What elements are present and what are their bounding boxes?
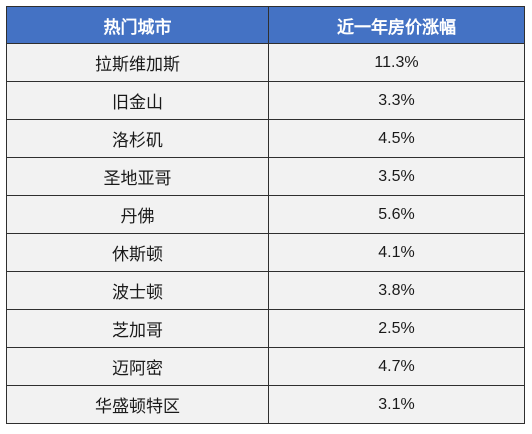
price-change-cell: 4.7%: [268, 347, 525, 386]
table-row: 拉斯维加斯 11.3%: [6, 43, 525, 82]
price-change-cell: 3.1%: [268, 385, 525, 424]
city-cell: 芝加哥: [6, 309, 269, 348]
housing-price-table-container: 热门城市 近一年房价涨幅 拉斯维加斯 11.3% 旧金山 3.3% 洛杉矶 4.…: [6, 6, 525, 424]
column-header-price-change: 近一年房价涨幅: [268, 6, 525, 44]
table-row: 芝加哥 2.5%: [6, 309, 525, 348]
city-cell: 迈阿密: [6, 347, 269, 386]
table-row: 休斯顿 4.1%: [6, 233, 525, 272]
column-header-city: 热门城市: [6, 6, 269, 44]
city-cell: 拉斯维加斯: [6, 43, 269, 82]
city-cell: 洛杉矶: [6, 119, 269, 158]
table-row: 圣地亚哥 3.5%: [6, 157, 525, 196]
table-header-row: 热门城市 近一年房价涨幅: [6, 6, 525, 44]
table-row: 洛杉矶 4.5%: [6, 119, 525, 158]
price-change-cell: 3.5%: [268, 157, 525, 196]
price-change-cell: 2.5%: [268, 309, 525, 348]
city-cell: 华盛顿特区: [6, 385, 269, 424]
price-change-cell: 4.5%: [268, 119, 525, 158]
city-cell: 休斯顿: [6, 233, 269, 272]
table-row: 迈阿密 4.7%: [6, 347, 525, 386]
city-cell: 旧金山: [6, 81, 269, 120]
price-change-cell: 5.6%: [268, 195, 525, 234]
city-cell: 波士顿: [6, 271, 269, 310]
city-cell: 丹佛: [6, 195, 269, 234]
city-cell: 圣地亚哥: [6, 157, 269, 196]
price-change-cell: 4.1%: [268, 233, 525, 272]
price-change-cell: 11.3%: [268, 43, 525, 82]
table-row: 华盛顿特区 3.1%: [6, 385, 525, 424]
table-row: 旧金山 3.3%: [6, 81, 525, 120]
housing-price-table: 热门城市 近一年房价涨幅 拉斯维加斯 11.3% 旧金山 3.3% 洛杉矶 4.…: [6, 6, 525, 424]
price-change-cell: 3.3%: [268, 81, 525, 120]
table-row: 丹佛 5.6%: [6, 195, 525, 234]
table-row: 波士顿 3.8%: [6, 271, 525, 310]
price-change-cell: 3.8%: [268, 271, 525, 310]
